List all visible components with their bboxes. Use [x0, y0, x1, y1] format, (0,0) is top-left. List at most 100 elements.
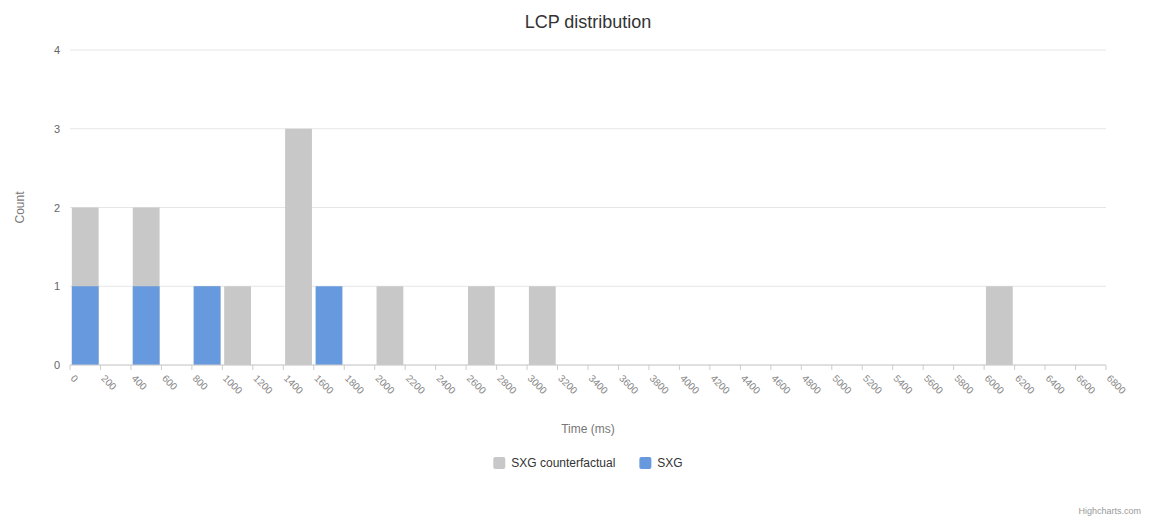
x-tick	[1014, 365, 1015, 370]
x-tick	[801, 365, 802, 370]
credits: Highcharts.com	[1078, 506, 1141, 516]
bar	[72, 286, 99, 365]
y-grid: 01234	[54, 44, 1106, 371]
x-tick	[953, 365, 954, 370]
x-tick-label: 2600	[465, 373, 489, 397]
series	[72, 286, 343, 365]
x-tick-label: 4600	[769, 373, 793, 397]
title: LCP distribution	[525, 12, 652, 32]
bar	[194, 286, 221, 365]
x-tick-label: 400	[130, 373, 150, 393]
bar	[224, 286, 251, 365]
x-tick	[892, 365, 893, 370]
x-tick	[1075, 365, 1076, 370]
grid-line	[70, 207, 1106, 208]
x-tick	[862, 365, 863, 370]
x-tick-label: 0	[69, 373, 81, 385]
x-tick-label: 1800	[343, 373, 367, 397]
x-tick	[831, 365, 832, 370]
bars	[72, 129, 1013, 365]
x-tick-label: 200	[99, 373, 119, 393]
x-tick-label: 5800	[952, 373, 976, 397]
x-tick-label: 6200	[1013, 373, 1037, 397]
x-tick	[130, 365, 131, 370]
y-axis-title: Count	[13, 191, 27, 224]
x-tick	[283, 365, 284, 370]
x-tick-label: 3400	[587, 373, 611, 397]
x-tick	[770, 365, 771, 370]
x-tick	[252, 365, 253, 370]
x-tick-label: 4400	[739, 373, 763, 397]
x-tick-label: 6400	[1044, 373, 1068, 397]
bar	[316, 286, 343, 365]
x-tick-label: 5200	[861, 373, 885, 397]
x-tick	[588, 365, 589, 370]
chart: LCP distribution012340200400600800100012…	[0, 0, 1151, 522]
x-tick-label: 2800	[495, 373, 519, 397]
x-tick	[496, 365, 497, 370]
x-tick-label: 1400	[282, 373, 306, 397]
x-tick-label: 6800	[1105, 373, 1129, 397]
bar	[133, 286, 160, 365]
x-tick	[1045, 365, 1046, 370]
x-tick	[984, 365, 985, 370]
x-tick-label: 800	[190, 373, 210, 393]
x-tick	[313, 365, 314, 370]
x-axis: 0200400600800100012001400160018002000220…	[69, 365, 1129, 396]
x-tick-label: 6600	[1074, 373, 1098, 397]
x-tick	[709, 365, 710, 370]
x-tick	[405, 365, 406, 370]
legend-label: SXG counterfactual	[511, 456, 615, 470]
x-tick	[679, 365, 680, 370]
x-tick-label: 1200	[251, 373, 275, 397]
x-tick	[100, 365, 101, 370]
x-tick-label: 3200	[556, 373, 580, 397]
x-tick-label: 1000	[221, 373, 245, 397]
bar	[194, 286, 221, 365]
x-tick-label: 1600	[312, 373, 336, 397]
x-tick	[191, 365, 192, 370]
x-tick-label: 5400	[891, 373, 915, 397]
x-tick-label: 600	[160, 373, 180, 393]
bar	[529, 286, 556, 365]
x-tick-label: 5600	[922, 373, 946, 397]
bar	[133, 208, 160, 366]
x-tick	[557, 365, 558, 370]
legend-item: SXG	[639, 456, 682, 470]
series	[72, 129, 1013, 365]
bar	[468, 286, 495, 365]
grid-line	[70, 50, 1106, 51]
x-tick-label: 2400	[434, 373, 458, 397]
y-tick-label: 0	[54, 359, 60, 371]
x-tick-label: 4800	[800, 373, 824, 397]
x-tick-label: 2200	[404, 373, 428, 397]
grid-line	[70, 128, 1106, 129]
x-tick-label: 3000	[526, 373, 550, 397]
x-tick	[466, 365, 467, 370]
legend-swatch	[493, 457, 505, 469]
legend-item: SXG counterfactual	[493, 456, 615, 470]
x-tick-label: 3800	[648, 373, 672, 397]
x-tick	[1106, 365, 1107, 370]
x-tick	[618, 365, 619, 370]
bar	[377, 286, 404, 365]
x-tick	[923, 365, 924, 370]
x-tick-label: 5000	[830, 373, 854, 397]
legend: SXG counterfactual SXG	[493, 456, 682, 470]
x-tick	[222, 365, 223, 370]
x-axis-title: Time (ms)	[561, 422, 615, 436]
x-tick-label: 4000	[678, 373, 702, 397]
x-tick-label: 6000	[983, 373, 1007, 397]
legend-label: SXG	[657, 456, 682, 470]
y-tick-label: 4	[54, 44, 60, 56]
x-tick	[374, 365, 375, 370]
x-tick	[740, 365, 741, 370]
legend-swatch	[639, 457, 651, 469]
bar	[285, 129, 312, 365]
x-tick-label: 3600	[617, 373, 641, 397]
y-tick-label: 1	[54, 280, 60, 292]
bar	[72, 208, 99, 366]
x-tick	[70, 365, 71, 370]
x-tick-label: 4200	[708, 373, 732, 397]
x-tick	[435, 365, 436, 370]
